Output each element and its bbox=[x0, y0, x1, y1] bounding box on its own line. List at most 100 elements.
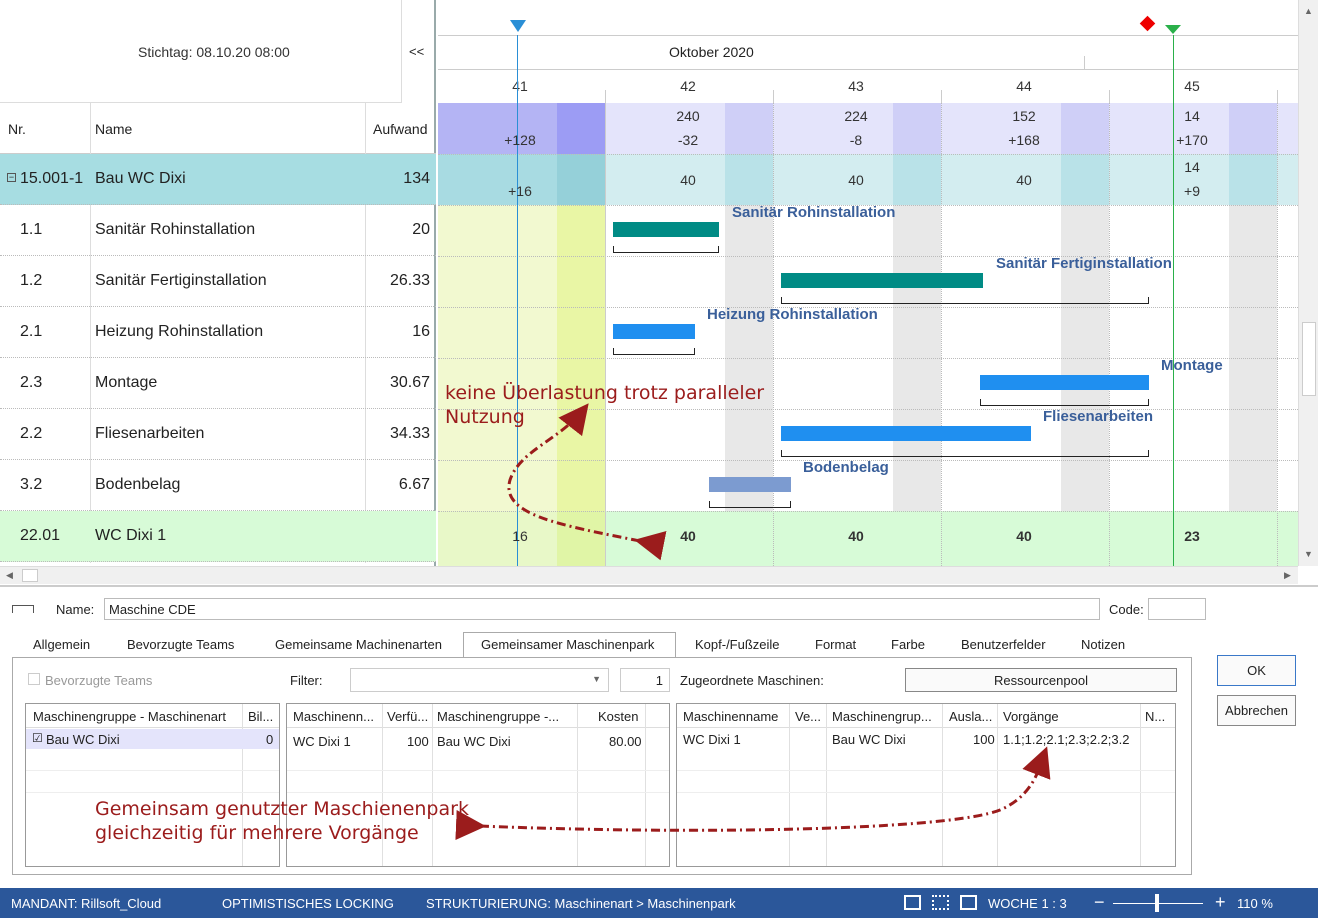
tab-allgemein[interactable]: Allgemein bbox=[33, 637, 91, 652]
table-row[interactable]: 1.2 Sanitär Fertiginstallation 26.33 bbox=[0, 256, 436, 307]
cancel-button[interactable]: Abbrechen bbox=[1217, 695, 1296, 726]
week-label: 44 bbox=[1016, 78, 1032, 94]
col-header[interactable]: Maschinengruppe -... bbox=[437, 709, 560, 724]
gantt-bracket bbox=[613, 246, 719, 253]
scroll-thumb[interactable] bbox=[1302, 322, 1316, 396]
tab-farbe[interactable]: Farbe bbox=[891, 637, 925, 652]
table-row[interactable]: − 15.001-1 Bau WC Dixi 134 bbox=[0, 154, 436, 205]
bar-label: Heizung Rohinstallation bbox=[707, 306, 878, 323]
col-header[interactable]: Maschinenn... bbox=[293, 709, 374, 724]
col-header[interactable]: Vorgänge bbox=[1003, 709, 1059, 724]
capacity-value: 14 bbox=[1184, 108, 1200, 124]
tab-bevorzugte-teams[interactable]: Bevorzugte Teams bbox=[127, 637, 235, 652]
row-nr: 1.2 bbox=[20, 272, 43, 289]
zoom-slider-handle[interactable] bbox=[1155, 894, 1159, 912]
horizontal-scrollbar[interactable]: ◀ ▶ bbox=[0, 566, 1298, 584]
row-aufwand: 26.33 bbox=[389, 272, 430, 289]
col-name[interactable]: Name bbox=[95, 121, 133, 137]
scroll-left-icon[interactable]: ◀ bbox=[6, 570, 13, 580]
filter-select[interactable]: ▼ bbox=[350, 668, 609, 692]
grid-icon[interactable] bbox=[932, 895, 949, 910]
status-locking: OPTIMISTISCHES LOCKING bbox=[222, 896, 394, 911]
scroll-thumb-h[interactable] bbox=[22, 569, 38, 582]
tab-format[interactable]: Format bbox=[815, 637, 857, 652]
table-row[interactable]: 2.3 Montage 30.67 bbox=[0, 358, 436, 409]
gantt-bracket bbox=[709, 501, 791, 508]
filter-number[interactable]: 1 bbox=[620, 668, 670, 692]
group-value: +16 bbox=[508, 183, 532, 199]
row-aufwand: 134 bbox=[403, 170, 430, 187]
col-header[interactable]: Ve... bbox=[795, 709, 822, 724]
gantt-bar[interactable] bbox=[613, 222, 719, 237]
col-header[interactable]: Kosten bbox=[598, 709, 639, 724]
annotation-line: Nutzung bbox=[445, 406, 525, 428]
row-name: Sanitär Fertiginstallation bbox=[95, 272, 267, 289]
row-aufwand: 20 bbox=[412, 221, 430, 238]
table-row[interactable]: 2.2 Fliesenarbeiten 34.33 bbox=[0, 409, 436, 460]
gantt-bar[interactable] bbox=[709, 477, 791, 492]
col-aufwand[interactable]: Aufwand bbox=[373, 121, 428, 137]
machine-value: 40 bbox=[1016, 528, 1032, 544]
gantt-bar[interactable] bbox=[781, 273, 983, 288]
table-row[interactable]: 3.2 Bodenbelag 6.67 bbox=[0, 460, 436, 511]
bevorzugte-label: Bevorzugte Teams bbox=[45, 673, 153, 688]
status-mandant: MANDANT: Rillsoft_Cloud bbox=[11, 896, 162, 911]
col-header[interactable]: Maschinengrup... bbox=[832, 709, 932, 724]
cell[interactable]: WC Dixi 1 bbox=[293, 734, 351, 749]
cell: Bau WC Dixi bbox=[832, 732, 906, 747]
col-header[interactable]: Verfü... bbox=[387, 709, 429, 724]
row-nr: 1.1 bbox=[20, 221, 43, 238]
col-header[interactable]: Bil... bbox=[248, 709, 274, 724]
list-item[interactable] bbox=[26, 729, 279, 749]
gantt-bracket bbox=[781, 450, 1149, 457]
machine-group-list[interactable]: Maschinengruppe - Maschinenart Bil... ☑ … bbox=[25, 703, 280, 867]
col-header[interactable]: N... bbox=[1145, 709, 1166, 724]
cell: 1.1;1.2;2.1;2.3;2.2;3.2 bbox=[1003, 732, 1130, 747]
gantt-bar[interactable] bbox=[781, 426, 1031, 441]
vertical-scrollbar[interactable]: ▲ ▼ bbox=[1298, 0, 1318, 566]
table-icon[interactable] bbox=[960, 895, 977, 910]
row-nr: 2.2 bbox=[20, 425, 43, 442]
stichtag-label: Stichtag: 08.10.20 08:00 bbox=[138, 44, 290, 60]
col-nr[interactable]: Nr. bbox=[8, 121, 26, 137]
capacity-diff: -32 bbox=[677, 132, 699, 148]
zoom-in-button[interactable]: + bbox=[1215, 892, 1226, 912]
week-label: 41 bbox=[512, 78, 528, 94]
tab-gemeinsame-machinenarten[interactable]: Gemeinsame Machinenarten bbox=[275, 637, 442, 652]
row-name: Montage bbox=[95, 374, 158, 391]
zoom-out-button[interactable]: − bbox=[1094, 892, 1105, 912]
col-header[interactable]: Maschinengruppe - Maschinenart bbox=[33, 709, 226, 724]
cell[interactable]: WC Dixi 1 bbox=[683, 732, 741, 747]
collapse-button[interactable]: << bbox=[409, 44, 425, 59]
name-label: Name: bbox=[56, 602, 95, 617]
checkbox-checked-icon[interactable]: ☑ bbox=[32, 731, 43, 745]
table-row[interactable]: 2.1 Heizung Rohinstallation 16 bbox=[0, 307, 436, 358]
group-value: 40 bbox=[680, 172, 696, 188]
col-header[interactable]: Ausla... bbox=[949, 709, 993, 724]
tab-benutzerfelder[interactable]: Benutzerfelder bbox=[961, 637, 1046, 652]
tab-gemeinsamer-maschinenpark[interactable]: Gemeinsamer Maschinenpark bbox=[481, 637, 655, 652]
scroll-down-icon[interactable]: ▼ bbox=[1304, 549, 1313, 559]
table-row[interactable]: 1.1 Sanitär Rohinstallation 20 bbox=[0, 205, 436, 256]
tab-notizen[interactable]: Notizen bbox=[1081, 637, 1126, 652]
scroll-up-icon[interactable]: ▲ bbox=[1304, 6, 1313, 16]
row-aufwand: 6.67 bbox=[398, 476, 430, 493]
capacity-diff: +170 bbox=[1176, 132, 1208, 148]
col-header[interactable]: Maschinenname bbox=[683, 709, 779, 724]
annotation-overload: keine Überlastung trotz paralleler Nutzu… bbox=[445, 381, 764, 429]
scroll-right-icon[interactable]: ▶ bbox=[1284, 570, 1291, 580]
tab-kopf-fusszeile[interactable]: Kopf-/Fußzeile bbox=[695, 637, 780, 652]
gantt-bar[interactable] bbox=[980, 375, 1149, 390]
ok-button[interactable]: OK bbox=[1217, 655, 1296, 686]
gantt-bar[interactable] bbox=[613, 324, 695, 339]
layout-icon[interactable] bbox=[904, 895, 921, 910]
collapse-icon[interactable]: − bbox=[7, 172, 16, 182]
table-header: Nr. Name Aufwand bbox=[0, 103, 436, 563]
name-input[interactable]: Maschine CDE bbox=[104, 598, 1100, 620]
table-row[interactable]: 22.01 WC Dixi 1 bbox=[0, 511, 436, 562]
code-input[interactable] bbox=[1148, 598, 1206, 620]
ressourcenpool-button[interactable]: Ressourcenpool bbox=[905, 668, 1177, 692]
row-name: Heizung Rohinstallation bbox=[95, 323, 264, 340]
bevorzugte-checkbox[interactable] bbox=[28, 673, 40, 685]
